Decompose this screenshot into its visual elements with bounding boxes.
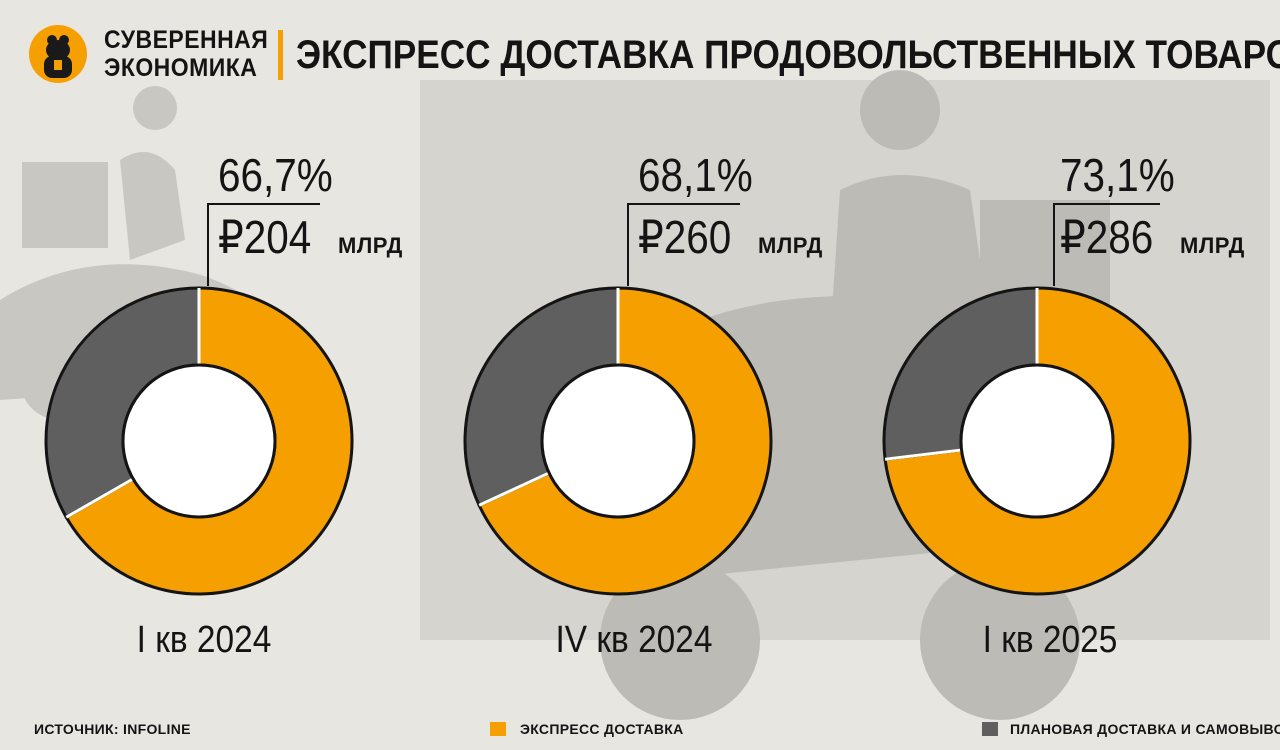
legend-swatch-express	[490, 722, 506, 736]
chart-1-hole	[121, 363, 277, 519]
chart-3-amount-label: ₽286 МЛРД	[1060, 212, 1245, 262]
chart-3-amount-unit: МЛРД	[1180, 233, 1245, 258]
chart-1-slice-divider	[65, 477, 134, 519]
chart-2-percent-label: 68,1%	[638, 149, 753, 201]
chart-3-amount-value: ₽286	[1060, 211, 1154, 263]
title-separator	[278, 30, 283, 80]
chart-2-slice-divider	[478, 471, 550, 507]
chart-1-leader-line	[207, 203, 320, 286]
brand-line-2: ЭКОНОМИКА	[104, 54, 258, 82]
chart-2-period-label: IV кв 2024	[555, 619, 713, 661]
legend-swatch-planned	[982, 722, 998, 736]
chart-3-percent-label: 73,1%	[1060, 149, 1175, 201]
chart-1-amount-unit: МЛРД	[338, 233, 403, 258]
chart-2-amount-label: ₽260 МЛРД	[638, 212, 823, 262]
chart-1-period-label: I кв 2024	[136, 619, 272, 661]
brand-name: СУВЕРЕННАЯ ЭКОНОМИКА	[104, 26, 268, 82]
chart-3-leader-line	[1053, 203, 1160, 286]
chart-1-amount-label: ₽204 МЛРД	[218, 212, 403, 262]
legend-label-express: ЭКСПРЕСС ДОСТАВКА	[520, 721, 684, 737]
brand-logo	[29, 25, 87, 83]
chart-1-amount-value: ₽204	[218, 211, 312, 263]
chart-2-hole	[540, 363, 696, 519]
chart-2-leader-line	[627, 203, 740, 286]
chart-1-percent-label: 66,7%	[218, 149, 333, 201]
legend-label-planned: ПЛАНОВАЯ ДОСТАВКА И САМОВЫВОЗ	[1010, 721, 1280, 737]
chart-3-hole	[959, 363, 1115, 519]
brand-line-1: СУВЕРЕННАЯ	[104, 26, 269, 54]
page-title: ЭКСПРЕСС ДОСТАВКА ПРОДОВОЛЬСТВЕННЫХ ТОВА…	[296, 33, 1280, 77]
chart-2-amount-unit: МЛРД	[758, 233, 823, 258]
chart-3-slice-divider	[884, 448, 962, 461]
source-note: ИСТОЧНИК: INFOLINE	[34, 721, 191, 737]
chart-2-amount-value: ₽260	[638, 211, 732, 263]
chart-3-period-label: I кв 2025	[982, 619, 1118, 661]
